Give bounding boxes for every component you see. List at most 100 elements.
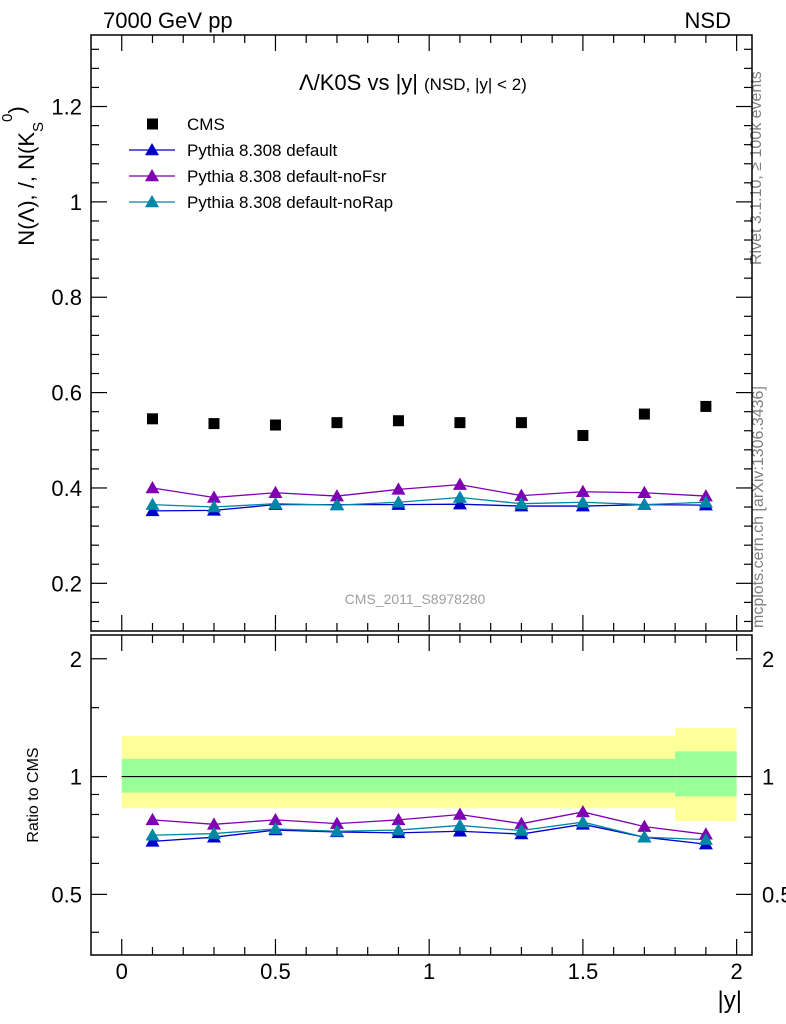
point-pythia-8-308-default-nofsr-6 [514, 488, 529, 501]
point-pythia-8-308-default-nofsr-3 [329, 489, 344, 502]
point-ratio-pythia-8-308-default-norap-6 [514, 823, 529, 836]
point-cms-6 [515, 417, 527, 429]
line-pythia-8-308-default-norap [152, 496, 706, 508]
ratio-bands [121, 728, 737, 821]
point-pythia-8-308-default-norap-4 [391, 495, 406, 508]
main-frame [90, 34, 753, 632]
legend-label-pythia-8-308-default-nofsr: Pythia 8.308 default-noFsr [187, 167, 387, 186]
point-pythia-8-308-default-nofsr-7 [575, 484, 590, 498]
line-ratio-pythia-8-308-default-norap [152, 821, 706, 841]
point-pythia-8-308-default-nofsr-1 [206, 490, 221, 503]
main-subtitle: (NSD, |y| < 2) [424, 75, 527, 94]
uncertainty-band-inner-1 [675, 751, 737, 797]
point-ratio-pythia-8-308-default-nofsr-6 [514, 816, 529, 829]
point-cms-8 [638, 408, 650, 420]
point-cms-2 [269, 419, 281, 431]
point-pythia-8-308-default-nofsr-4 [391, 482, 406, 495]
point-ratio-pythia-8-308-default-norap-7 [575, 815, 590, 828]
point-pythia-8-308-default-norap-1 [206, 500, 221, 513]
point-ratio-pythia-8-308-default-nofsr-4 [391, 812, 406, 826]
point-cms-0 [146, 413, 158, 425]
main-ytick-label-1: 0.4 [51, 476, 82, 501]
line-ratio-pythia-8-308-default-nofsr [152, 811, 706, 835]
legend-label-pythia-8-308-default-norap: Pythia 8.308 default-noRap [187, 193, 393, 212]
point-ratio-pythia-8-308-default-nofsr-1 [206, 817, 221, 830]
point-pythia-8-308-default-5 [452, 497, 467, 510]
point-ratio-pythia-8-308-default-norap-0 [145, 828, 160, 841]
xtick-label-0: 0 [116, 959, 128, 984]
xtick-label-2: 1 [423, 959, 435, 984]
ratio-ylabel: Ratio to CMS [25, 747, 42, 842]
legend-marker-pythia-8-308-default [145, 143, 159, 156]
xtick-label-4: 2 [731, 959, 743, 984]
point-pythia-8-308-default-norap-8 [637, 497, 652, 510]
point-pythia-8-308-default-nofsr-0 [145, 480, 160, 494]
point-cms-5 [454, 417, 466, 429]
point-ratio-pythia-8-308-default-nofsr-0 [145, 812, 160, 826]
legend-marker-pythia-8-308-default-norap [145, 195, 159, 208]
legend-label-pythia-8-308-default: Pythia 8.308 default [187, 141, 338, 160]
point-ratio-pythia-8-308-default-norap-4 [391, 823, 406, 836]
line-pythia-8-308-default [152, 503, 706, 512]
main-ytick-label-3: 0.8 [51, 285, 82, 310]
mcplots-label: mcplots.cern.ch [arXiv:1306.3436] [750, 386, 767, 628]
point-pythia-8-308-default-norap-5 [452, 490, 467, 503]
ratio-ytick-label-left-1: 1 [70, 765, 82, 790]
point-pythia-8-308-default-nofsr-2 [268, 485, 283, 498]
main-ytick-label-4: 1 [70, 190, 82, 215]
line-ratio-pythia-8-308-default [152, 823, 706, 845]
ratio-ytick-label-left-0: 0.5 [51, 882, 82, 907]
legend-marker-cms [147, 118, 158, 130]
ratio-ytick-label-left-2: 2 [70, 647, 82, 672]
point-ratio-pythia-8-308-default-norap-3 [329, 824, 344, 837]
main-title: Λ/K0S vs |y| [299, 70, 418, 95]
point-pythia-8-308-default-nofsr-9 [698, 489, 713, 502]
point-pythia-8-308-default-nofsr-8 [637, 485, 652, 498]
point-ratio-pythia-8-308-default-nofsr-5 [452, 807, 467, 820]
point-pythia-8-308-default-norap-0 [145, 497, 160, 510]
rivet-label: Rivet 3.1.10, ≥ 100k events [748, 71, 765, 265]
ratio-ytick-label-right-0: 0.5 [762, 882, 786, 907]
point-ratio-pythia-8-308-default-nofsr-3 [329, 816, 344, 829]
point-cms-7 [577, 430, 589, 442]
legend-marker-pythia-8-308-default-nofsr [145, 169, 159, 182]
main-ytick-label-0: 0.2 [51, 571, 82, 596]
legend: CMS Pythia 8.308 default Pythia 8.308 defa… [129, 115, 393, 212]
point-ratio-pythia-8-308-default-norap-1 [206, 826, 221, 839]
xtick-label-1: 0.5 [260, 959, 291, 984]
xlabel: |y| [718, 987, 742, 1014]
main-ylabel: N(Λ), /, N(KS0) [0, 106, 47, 245]
watermark: CMS_2011_S8978280 [345, 591, 486, 607]
point-pythia-8-308-default-norap-7 [575, 495, 590, 508]
legend-label-cms: CMS [187, 115, 225, 134]
point-pythia-8-308-default-0 [145, 503, 160, 517]
point-ratio-pythia-8-308-default-norap-8 [637, 830, 652, 843]
point-ratio-pythia-8-308-default-norap-5 [452, 818, 467, 831]
point-ratio-pythia-8-308-default-norap-9 [698, 832, 713, 845]
point-cms-4 [392, 415, 404, 427]
point-pythia-8-308-default-nofsr-5 [452, 477, 467, 490]
point-ratio-pythia-8-308-default-nofsr-7 [575, 804, 590, 818]
line-pythia-8-308-default-nofsr [152, 483, 706, 499]
point-pythia-8-308-default-norap-3 [329, 498, 344, 511]
point-pythia-8-308-default-norap-9 [698, 495, 713, 508]
ratio-ytick-label-right-2: 2 [762, 647, 774, 672]
point-cms-3 [331, 417, 343, 429]
header-left: 7000 GeV pp [103, 8, 233, 33]
point-ratio-pythia-8-308-default-nofsr-2 [268, 812, 283, 826]
point-ratio-pythia-8-308-default-norap-2 [268, 821, 283, 835]
main-ytick-label-2: 0.6 [51, 381, 82, 406]
point-cms-9 [700, 400, 712, 412]
point-cms-1 [208, 418, 220, 430]
point-pythia-8-308-default-norap-2 [268, 496, 283, 509]
xtick-label-3: 1.5 [568, 959, 599, 984]
ratio-ytick-label-right-1: 1 [762, 765, 774, 790]
data-markers [145, 400, 713, 850]
point-pythia-8-308-default-norap-6 [514, 496, 529, 509]
axes: 0.2 0.4 0.6 0.8 1 1.2 0.5 0.5 1 1 2 2 0 0.5 1 1.5 2 [51, 34, 786, 984]
uncertainty-band-inner-0 [121, 758, 676, 793]
main-ytick-label-5: 1.2 [51, 95, 82, 120]
data-lines [152, 483, 706, 845]
point-ratio-pythia-8-308-default-nofsr-8 [637, 819, 652, 832]
